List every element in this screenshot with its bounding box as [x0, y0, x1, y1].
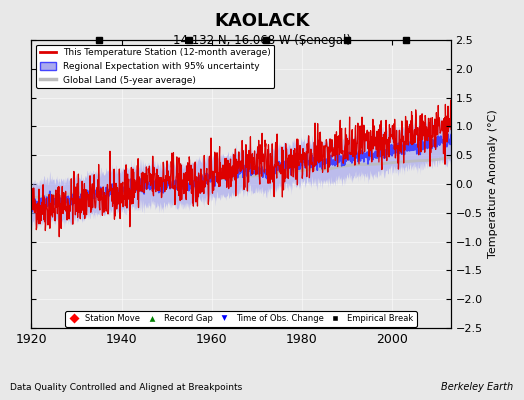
Text: KAOLACK: KAOLACK	[214, 12, 310, 30]
Legend: Station Move, Record Gap, Time of Obs. Change, Empirical Break: Station Move, Record Gap, Time of Obs. C…	[66, 311, 417, 327]
Text: Data Quality Controlled and Aligned at Breakpoints: Data Quality Controlled and Aligned at B…	[10, 383, 243, 392]
Text: Berkeley Earth: Berkeley Earth	[441, 382, 514, 392]
Y-axis label: Temperature Anomaly (°C): Temperature Anomaly (°C)	[488, 110, 498, 258]
Text: 14.132 N, 16.068 W (Senegal): 14.132 N, 16.068 W (Senegal)	[173, 34, 351, 47]
